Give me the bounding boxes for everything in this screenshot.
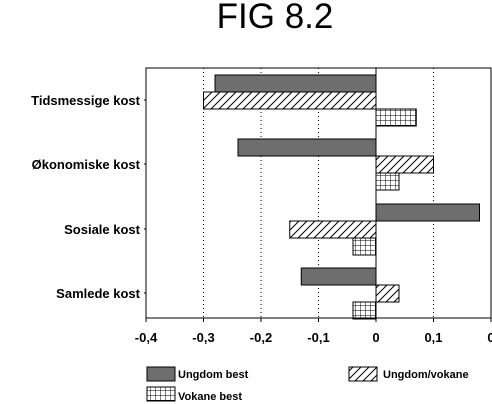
bar-2-3 — [289, 220, 377, 239]
legend: Ungdom best Ungdom/vokane Vokane best — [146, 366, 469, 403]
legend-swatch-2 — [348, 366, 378, 382]
bar-2-4 — [375, 284, 400, 303]
legend-swatch-1 — [146, 366, 176, 382]
bar-3-2 — [375, 172, 400, 191]
legend-swatch-3 — [146, 386, 176, 402]
category-label: Samlede kost — [56, 286, 140, 301]
bar-3-3 — [352, 237, 377, 256]
x-tick-label: 0 — [487, 330, 492, 345]
legend-label-1: Ungdom best — [178, 369, 249, 381]
bar-1-2 — [237, 138, 377, 157]
category-label: Sosiale kost — [64, 222, 141, 237]
x-axis-ticks: -0,4 -0,3 -0,2 -0,1 0 0,1 0 — [135, 318, 492, 345]
bar-1-4 — [300, 267, 377, 286]
x-tick-label: 0,1 — [424, 330, 442, 345]
x-tick-label: -0,3 — [192, 330, 214, 345]
bar-2-1 — [203, 91, 377, 110]
bar-3-1 — [375, 108, 417, 127]
category-labels: Tidsmessige kost Økonomiske kost Sosiale k… — [31, 93, 146, 301]
chart-title: FIG 8.2 — [217, 0, 334, 36]
legend-label-3: Vokane best — [178, 391, 242, 403]
bar-2-2 — [375, 155, 434, 174]
bar-3-4 — [352, 301, 377, 320]
x-tick-label: -0,2 — [250, 330, 272, 345]
x-tick-label: -0,1 — [307, 330, 329, 345]
x-tick-label: -0,4 — [135, 330, 158, 345]
category-label: Økonomiske kost — [32, 157, 141, 172]
category-label: Tidsmessige kost — [31, 93, 141, 108]
bars — [203, 68, 480, 320]
bar-1-3 — [375, 203, 480, 222]
bar-1-1 — [214, 74, 377, 93]
x-tick-label: 0 — [372, 330, 379, 345]
legend-label-2: Ungdom/vokane — [383, 369, 469, 381]
